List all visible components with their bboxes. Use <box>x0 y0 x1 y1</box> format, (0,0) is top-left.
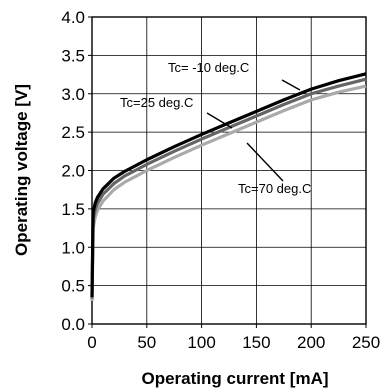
annotation-leader <box>206 112 233 129</box>
x-tick-label: 200 <box>297 333 325 352</box>
y-tick-label: 3.5 <box>61 46 85 65</box>
y-tick-label: 2.5 <box>61 123 85 142</box>
x-tick-label: 150 <box>242 333 270 352</box>
annotations: Tc= -10 deg.C Tc=25 deg.C Tc=70 deg.C <box>120 60 311 196</box>
y-tick-label: 1.5 <box>61 200 85 219</box>
y-tick-label: 4.0 <box>61 8 85 27</box>
x-tick-label: 250 <box>352 333 380 352</box>
series-annotation: Tc= -10 deg.C <box>168 60 249 75</box>
x-axis-title: Operating current [mA] <box>141 369 328 388</box>
series-group <box>90 72 367 302</box>
x-axis: 0 50 100 150 200 250 <box>87 324 380 352</box>
x-tick-label: 0 <box>87 333 96 352</box>
series-line <box>90 72 367 298</box>
series-line <box>90 77 367 299</box>
y-tick-label: 0.5 <box>61 277 85 296</box>
x-tick-label: 50 <box>137 333 156 352</box>
y-axis: 0.0 0.5 1.0 1.5 2.0 2.5 3.0 3.5 4.0 <box>61 8 92 334</box>
series-annotation: Tc=25 deg.C <box>120 95 193 110</box>
y-tick-label: 3.0 <box>61 85 85 104</box>
series-annotation: Tc=70 deg.C <box>238 181 311 196</box>
annotation-leader <box>246 142 284 182</box>
y-tick-label: 1.0 <box>61 238 85 257</box>
annotation-leader <box>281 79 301 91</box>
y-axis-title: Operating voltage [V] <box>12 84 31 256</box>
y-tick-label: 2.0 <box>61 162 85 181</box>
y-tick-label: 0.0 <box>61 315 85 334</box>
series-line <box>90 84 367 302</box>
x-tick-label: 100 <box>187 333 215 352</box>
